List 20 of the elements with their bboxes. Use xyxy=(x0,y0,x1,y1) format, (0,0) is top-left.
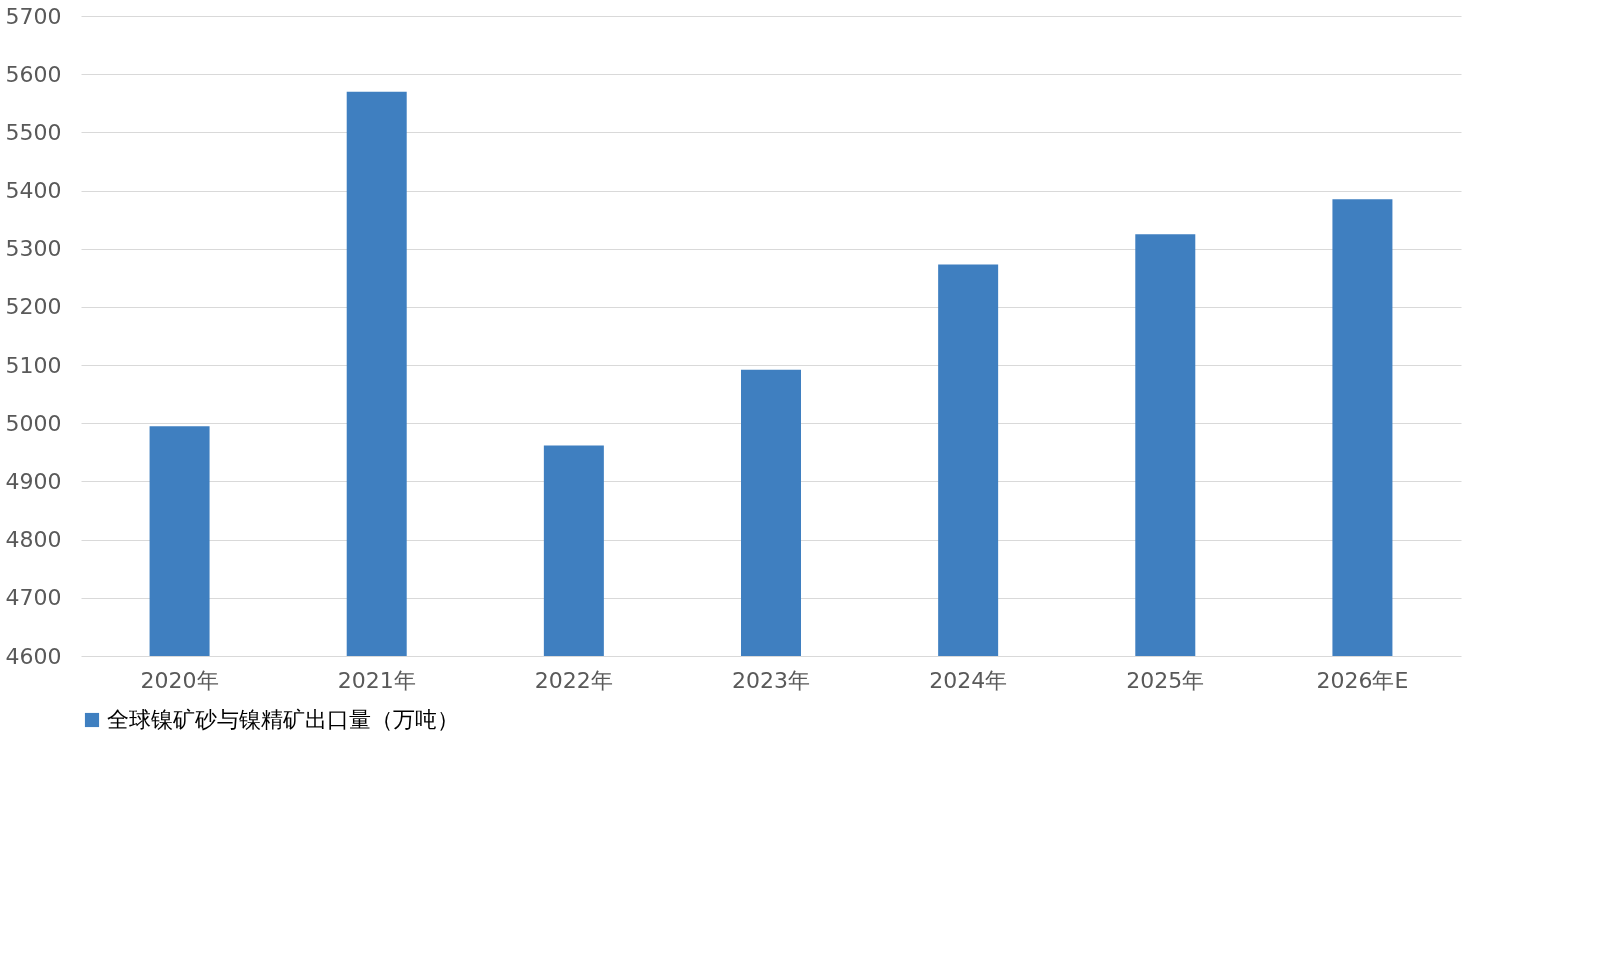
y-tick-label: 5700 xyxy=(5,3,62,29)
legend-label: 全球镍矿砂与镍精矿出口量（万吨） xyxy=(107,707,459,732)
x-tick-label: 2021年 xyxy=(337,667,416,693)
y-tick-label: 4800 xyxy=(5,527,62,553)
y-tick-label: 5000 xyxy=(5,410,62,436)
x-tick-label: 2023年 xyxy=(732,667,810,693)
x-tick-label: 2025年 xyxy=(1126,667,1205,693)
y-tick-label: 5200 xyxy=(5,294,62,320)
y-tick-label: 4700 xyxy=(5,585,62,611)
y-tick-label: 5600 xyxy=(5,61,62,87)
y-tick-label: 4600 xyxy=(5,643,62,669)
y-tick-label: 5100 xyxy=(5,352,62,378)
x-tick-label: 2020年 xyxy=(140,667,219,693)
x-tick-label: 2022年 xyxy=(534,667,613,693)
x-tick-label: 2026年E xyxy=(1316,667,1409,693)
x-tick-label: 2024年 xyxy=(929,667,1008,693)
y-tick-label: 5300 xyxy=(5,236,62,262)
y-tick-label: 5400 xyxy=(5,178,62,204)
y-tick-label: 5500 xyxy=(5,119,62,145)
y-tick-label: 4900 xyxy=(5,468,62,494)
